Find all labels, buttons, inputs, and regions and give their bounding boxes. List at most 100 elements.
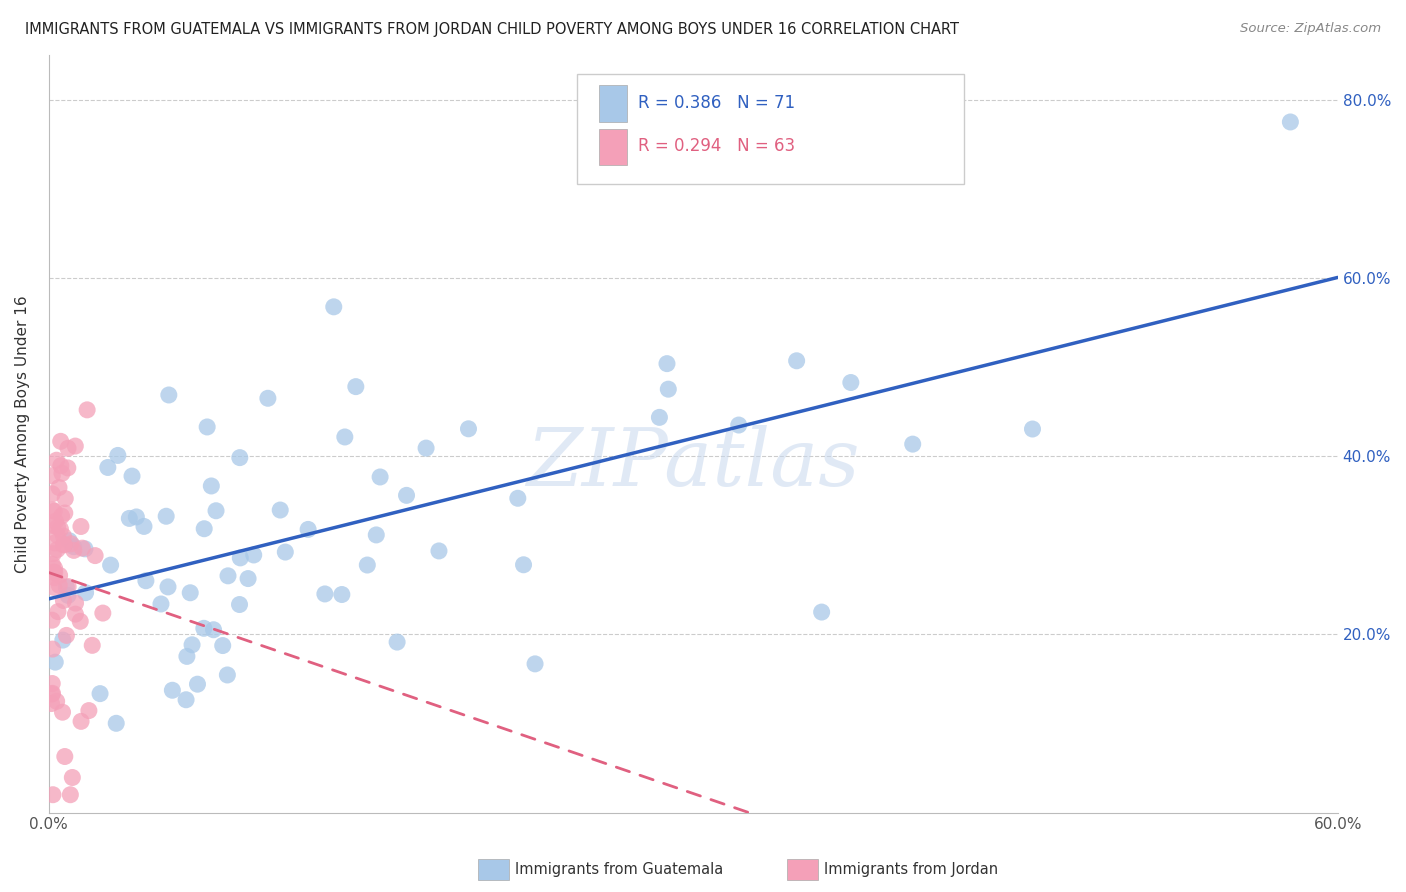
Point	[51, 705, 73, 719]
Point	[56, 461, 79, 475]
Point	[44, 504, 66, 518]
Point	[70, 714, 93, 729]
Point	[55, 628, 77, 642]
Point	[44, 536, 66, 550]
Text: R = 0.386   N = 71: R = 0.386 N = 71	[638, 94, 794, 112]
Point	[72, 541, 94, 555]
Point	[62, 540, 84, 554]
Point	[41, 686, 63, 700]
Point	[193, 621, 215, 635]
Point	[41, 518, 63, 533]
Point	[901, 437, 924, 451]
Point	[330, 587, 353, 601]
Point	[48, 568, 70, 582]
Point	[236, 572, 259, 586]
Point	[41, 687, 63, 701]
Point	[162, 683, 184, 698]
Point	[60, 771, 83, 785]
Point	[41, 697, 63, 711]
Point	[41, 558, 63, 572]
Point	[155, 509, 177, 524]
Point	[179, 586, 201, 600]
Point	[786, 353, 808, 368]
Point	[186, 677, 208, 691]
Point	[366, 528, 388, 542]
Point	[82, 638, 104, 652]
Point	[1021, 422, 1043, 436]
Point	[59, 788, 82, 802]
Point	[157, 388, 180, 402]
Point	[415, 441, 437, 455]
Text: ZIPatlas: ZIPatlas	[526, 425, 860, 503]
Point	[156, 580, 179, 594]
Point	[217, 569, 239, 583]
Point	[200, 479, 222, 493]
Point	[56, 580, 79, 594]
Point	[195, 420, 218, 434]
Point	[53, 749, 76, 764]
Point	[257, 391, 280, 405]
Point	[42, 788, 65, 802]
Point	[125, 510, 148, 524]
Point	[52, 538, 75, 552]
Point	[132, 519, 155, 533]
Point	[70, 519, 93, 533]
Point	[46, 542, 69, 557]
Point	[274, 545, 297, 559]
Point	[97, 460, 120, 475]
Text: Source: ZipAtlas.com: Source: ZipAtlas.com	[1240, 22, 1381, 36]
Text: Immigrants from Guatemala: Immigrants from Guatemala	[515, 863, 723, 877]
Text: IMMIGRANTS FROM GUATEMALA VS IMMIGRANTS FROM JORDAN CHILD POVERTY AMONG BOYS UND: IMMIGRANTS FROM GUATEMALA VS IMMIGRANTS …	[25, 22, 959, 37]
Point	[44, 566, 66, 580]
Point	[89, 687, 111, 701]
Bar	[599, 128, 627, 165]
Point	[202, 623, 225, 637]
Point	[75, 585, 97, 599]
Y-axis label: Child Poverty Among Boys Under 16: Child Poverty Among Boys Under 16	[15, 295, 30, 573]
Point	[52, 633, 75, 648]
Point	[269, 503, 291, 517]
Point	[512, 558, 534, 572]
Point	[385, 635, 408, 649]
Point	[344, 379, 367, 393]
Point	[41, 676, 63, 690]
Point	[52, 529, 75, 543]
Point	[356, 558, 378, 572]
Point	[56, 588, 79, 602]
Point	[193, 522, 215, 536]
Point	[118, 511, 141, 525]
Point	[41, 487, 63, 501]
Text: R = 0.294   N = 63: R = 0.294 N = 63	[638, 137, 794, 155]
Point	[65, 596, 87, 610]
Point	[65, 439, 87, 453]
Point	[46, 520, 69, 534]
Point	[45, 694, 67, 708]
Point	[42, 565, 65, 579]
Point	[333, 430, 356, 444]
Point	[217, 668, 239, 682]
Point	[314, 587, 336, 601]
Point	[91, 606, 114, 620]
Point	[41, 468, 63, 483]
Point	[58, 533, 80, 548]
Point	[368, 470, 391, 484]
Point	[839, 376, 862, 390]
Point	[395, 488, 418, 502]
Point	[69, 615, 91, 629]
Point	[205, 504, 228, 518]
Point	[242, 548, 264, 562]
Point	[135, 574, 157, 588]
Point	[51, 509, 73, 524]
Point	[105, 716, 128, 731]
Point	[53, 506, 76, 520]
Point	[121, 469, 143, 483]
Point	[181, 638, 204, 652]
Point	[457, 422, 479, 436]
Point	[49, 458, 72, 473]
Point	[100, 558, 122, 573]
Point	[77, 704, 100, 718]
Point	[49, 434, 72, 449]
Point	[45, 453, 67, 467]
Point	[48, 578, 70, 592]
Point	[44, 571, 66, 585]
